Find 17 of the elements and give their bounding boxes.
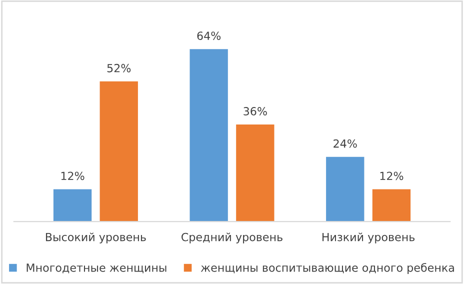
x-tick-label: Высокий уровень xyxy=(46,232,146,244)
x-tick-label: Средний уровень xyxy=(182,232,282,244)
x-tick-label: Низкий уровень xyxy=(322,232,415,244)
bar xyxy=(372,189,411,222)
data-label: 64% xyxy=(197,32,221,40)
data-label: 12% xyxy=(61,172,84,180)
data-label: 36% xyxy=(244,107,267,116)
data-label: 12% xyxy=(380,172,404,180)
data-label: 24% xyxy=(334,139,357,148)
bar xyxy=(53,189,92,222)
data-label: 52% xyxy=(107,64,131,72)
bar xyxy=(190,49,228,222)
bar xyxy=(100,81,138,222)
bar xyxy=(236,124,274,222)
bar xyxy=(326,156,364,222)
legend-label: Многодетные женщины xyxy=(26,264,166,274)
legend-label: женщины воспитывающие одного ребенка xyxy=(200,263,454,274)
